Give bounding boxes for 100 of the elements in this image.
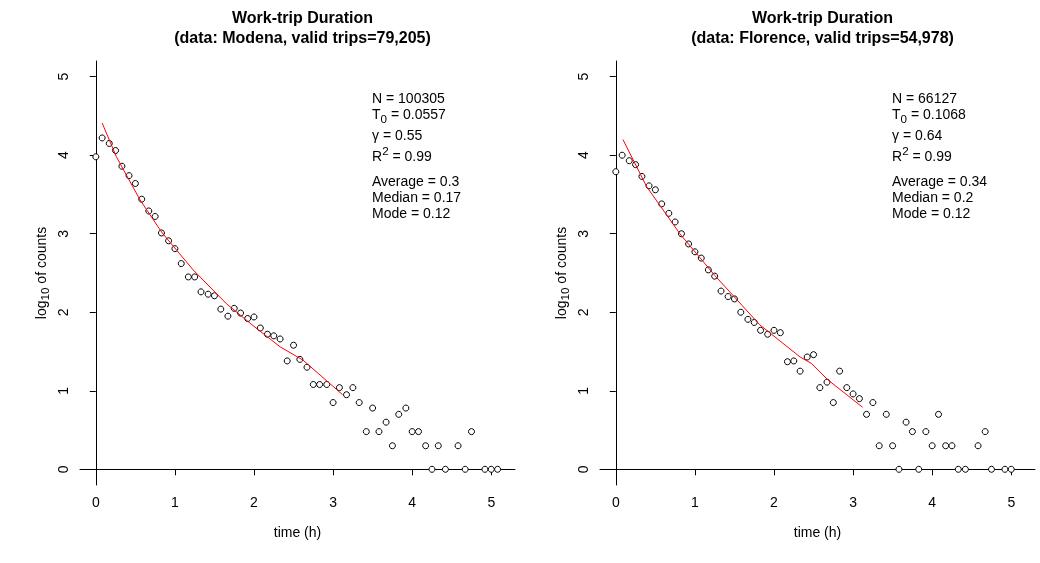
- y-tick-label: 3: [55, 229, 71, 238]
- point: [988, 465, 995, 473]
- point: [869, 399, 877, 407]
- point: [461, 465, 469, 473]
- point: [151, 212, 159, 220]
- annotation: Average = 0.3 Median = 0.17 Mode = 0.12: [372, 173, 462, 222]
- point: [776, 329, 784, 337]
- point: [902, 418, 910, 426]
- point: [790, 357, 798, 365]
- x-tick-label: 5: [487, 494, 496, 510]
- point: [335, 384, 343, 392]
- point: [737, 308, 745, 316]
- point: [836, 367, 844, 375]
- point: [875, 442, 883, 450]
- point: [948, 442, 956, 450]
- point: [625, 157, 633, 165]
- point: [882, 410, 890, 418]
- x-tick-label: 3: [849, 494, 858, 510]
- point: [197, 288, 205, 296]
- point: [908, 428, 916, 436]
- point: [612, 168, 620, 176]
- point: [849, 390, 857, 398]
- y-tick-label: 0: [55, 465, 71, 474]
- point: [829, 399, 837, 407]
- point: [671, 218, 679, 226]
- point: [329, 399, 337, 407]
- point: [618, 151, 626, 159]
- point: [928, 442, 936, 450]
- point: [177, 260, 185, 268]
- y-tick-label: 5: [575, 72, 591, 81]
- point: [290, 341, 298, 349]
- point: [395, 410, 403, 418]
- point: [974, 442, 982, 450]
- point: [184, 273, 192, 281]
- point: [250, 313, 258, 321]
- point: [724, 293, 732, 301]
- point: [783, 358, 791, 366]
- point: [343, 391, 351, 399]
- point: [434, 442, 442, 450]
- annotation: N = 100305 T$_{0}$ = 0.0557 γ = 0.55 R$^{2}$ = 0.99: [372, 90, 447, 164]
- point: [204, 290, 212, 298]
- point: [889, 442, 897, 450]
- point: [98, 134, 106, 142]
- point: [895, 465, 903, 473]
- point: [382, 418, 390, 426]
- chart-title: Work-trip Duration (data: Modena, valid trips=79,205): [174, 8, 431, 46]
- point: [810, 351, 818, 359]
- point: [217, 305, 225, 313]
- point: [408, 428, 416, 436]
- point: [481, 465, 489, 473]
- point: [422, 442, 430, 450]
- x-tick-label: 1: [171, 494, 180, 510]
- point: [863, 410, 871, 418]
- point: [651, 186, 659, 194]
- point: [415, 428, 423, 436]
- x-axis-title: time (h): [793, 524, 842, 540]
- point: [224, 312, 232, 320]
- point: [855, 395, 863, 403]
- point: [454, 442, 462, 450]
- point: [375, 428, 383, 436]
- point: [744, 315, 752, 323]
- point: [309, 381, 317, 388]
- y-tick-label: 4: [55, 151, 71, 160]
- point: [316, 381, 324, 388]
- point: [131, 179, 139, 187]
- x-tick-label: 4: [928, 494, 937, 510]
- x-tick-label: 2: [250, 494, 259, 510]
- point: [494, 465, 502, 473]
- line-series: [622, 139, 864, 408]
- point: [770, 326, 778, 334]
- point: [270, 332, 278, 340]
- point: [1001, 465, 1009, 473]
- x-tick-label: 4: [408, 494, 417, 510]
- point: [717, 287, 725, 295]
- point: [922, 428, 930, 436]
- point: [355, 399, 363, 407]
- point: [915, 465, 923, 473]
- point: [276, 335, 284, 343]
- point: [92, 153, 100, 161]
- y-tick-label: 2: [575, 308, 591, 317]
- point: [757, 326, 765, 334]
- point: [942, 442, 950, 450]
- point: [961, 465, 969, 473]
- point: [843, 384, 851, 392]
- point: [954, 465, 962, 473]
- point: [468, 428, 475, 436]
- point: [402, 404, 410, 412]
- point: [388, 442, 396, 450]
- x-tick-label: 0: [91, 494, 100, 510]
- y-tick-label: 1: [575, 386, 591, 395]
- y-tick-label: 4: [575, 151, 591, 160]
- x-tick-label: 1: [691, 494, 700, 510]
- point: [191, 273, 199, 281]
- x-tick-label: 3: [329, 494, 338, 510]
- point: [349, 384, 357, 392]
- point: [369, 404, 377, 412]
- x-tick-label: 0: [611, 494, 620, 510]
- point: [283, 357, 291, 365]
- point: [362, 428, 370, 436]
- point: [428, 465, 436, 473]
